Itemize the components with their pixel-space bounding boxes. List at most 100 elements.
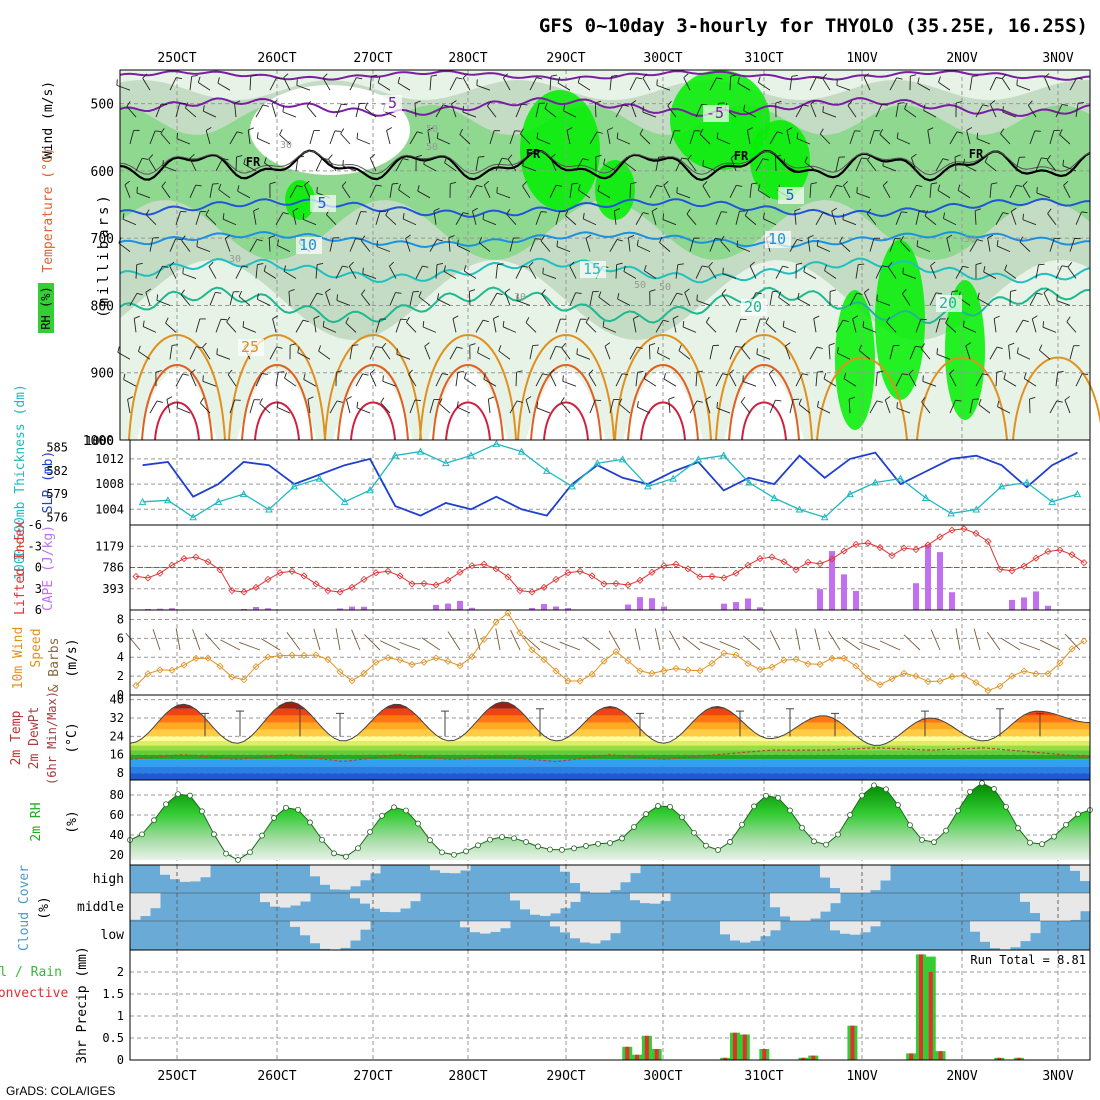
wind-barb-flag [278, 371, 285, 373]
wind-barb [381, 347, 391, 360]
wind-barb-flag [171, 344, 179, 346]
wind-speed-marker [588, 670, 596, 678]
lifted-marker [240, 588, 248, 596]
wind-barb-flag [355, 238, 362, 240]
wind-barb-flag [702, 159, 704, 167]
wind-barb [346, 399, 351, 414]
wind-barb-flag [389, 261, 395, 267]
cloud-level-label: low [101, 928, 125, 943]
cloud-cover-block [1000, 921, 1011, 950]
wind-barb-flag [427, 127, 434, 131]
wind-barb-flag [823, 372, 827, 379]
wind-barb-flag [714, 238, 722, 240]
wind-barb-flag [705, 396, 711, 401]
wind-barb [604, 346, 611, 360]
wind-barb-flag [536, 77, 543, 80]
wind-speed-marker [276, 652, 284, 660]
thickness-marker [997, 482, 1006, 490]
wind-barb-flag [636, 346, 643, 349]
wind-barb-flag [571, 182, 578, 185]
contour-label: -5 [379, 94, 397, 112]
cape-bar [925, 544, 931, 610]
wind-barb [696, 300, 711, 306]
wind-barb-flag [496, 292, 503, 296]
wind-barb-flag [876, 400, 883, 403]
wind-barb-flag [983, 265, 986, 273]
wind-barb [1015, 319, 1024, 333]
cloud-cover-block [770, 893, 781, 908]
wind-barb [954, 156, 957, 171]
wind-barb-flag [462, 73, 468, 79]
cape-bar [1045, 605, 1051, 610]
cape-bar [565, 608, 571, 610]
wind-barb-flag [436, 132, 439, 139]
wind-barb-flag [667, 100, 672, 107]
wind-barb [976, 138, 991, 145]
precip-tick-label: 1 [117, 1009, 124, 1023]
wind-barb-flag [995, 77, 1002, 79]
wind-barb [689, 130, 695, 145]
wind-speed-marker [456, 662, 464, 670]
lifted-marker [408, 580, 416, 588]
wind-barb-flag [678, 344, 682, 351]
wind-barb-flag [1067, 262, 1073, 268]
wind-barb-flag [195, 184, 202, 187]
cloud-cover-block [720, 921, 731, 935]
wind-barb-flag [702, 181, 708, 187]
isotherm-5 [119, 197, 1091, 218]
wind-barb [882, 165, 897, 172]
wind-barb [376, 246, 391, 253]
wind-barb [544, 108, 557, 118]
wind-barb-flag [488, 396, 495, 400]
wind-barb-flag [955, 399, 962, 402]
wind-barb [1029, 292, 1037, 306]
wind-barb [1055, 104, 1063, 118]
wind-barb [341, 185, 351, 199]
wind-barb [295, 156, 299, 171]
rh-area [130, 783, 1090, 860]
wind-barb-flag [137, 345, 141, 352]
thickness-marker [568, 482, 576, 490]
wind-barb-flag [498, 345, 502, 352]
thickness-marker [441, 459, 450, 467]
cloud-cover-block [1020, 921, 1031, 942]
wind-barb-flag [1028, 100, 1033, 106]
wind-barb [613, 210, 617, 225]
rh-marker [703, 842, 709, 849]
cloud-cover-block [340, 865, 351, 890]
wind-barb [863, 77, 871, 91]
cloud-cover-block [630, 893, 641, 901]
wind-barb-flag [1047, 208, 1052, 214]
pressure-tick-label: 800 [91, 299, 114, 314]
wind-barb-flag [1019, 236, 1024, 243]
cape-bar [265, 608, 271, 610]
wind-barb-flag [810, 182, 817, 185]
wind-barb [637, 406, 651, 414]
rh-marker [787, 807, 793, 814]
rh-legend-swatch [38, 283, 54, 333]
wind-barb [963, 164, 977, 172]
lifted-marker [564, 569, 572, 577]
wind-barb [669, 292, 678, 306]
wind-barb-flag [1064, 396, 1070, 401]
wind-barb [302, 218, 317, 226]
wind-barb-flag [1036, 292, 1043, 295]
contour-label-bg [376, 95, 402, 112]
wind-barb-flag [336, 370, 343, 373]
wind-barb [528, 266, 537, 279]
rh-marker [1015, 825, 1021, 831]
rh-marker [607, 840, 613, 846]
precip-tick-label: 2 [117, 965, 124, 979]
rh-marker [487, 836, 493, 843]
cloud-cover-block [130, 893, 141, 920]
wind-barb [598, 296, 611, 306]
wind-barb [385, 214, 397, 226]
wind-barb-flag [205, 209, 210, 216]
cloud-cover-block [320, 921, 331, 949]
wind-barb [396, 353, 411, 360]
wind-barb-flag [136, 292, 143, 296]
wind-barb-flag [436, 239, 443, 242]
wind-barb-flag [636, 77, 643, 80]
wind-barb-flag [828, 342, 835, 346]
